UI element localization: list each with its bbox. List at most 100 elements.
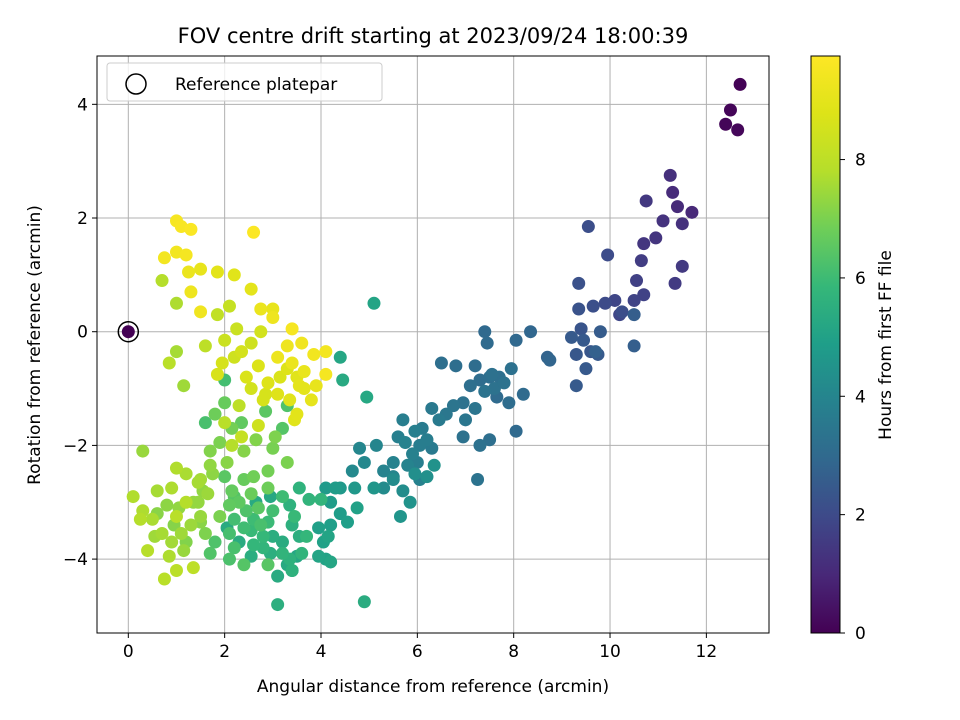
data-point	[666, 185, 680, 199]
data-point	[357, 455, 371, 469]
y-tick-label: −2	[63, 436, 88, 456]
legend-marker	[125, 73, 147, 95]
data-point	[319, 481, 333, 495]
data-point	[247, 225, 261, 239]
data-point	[357, 595, 371, 609]
data-point	[572, 302, 586, 316]
data-point	[169, 461, 183, 475]
reference-point	[121, 325, 135, 339]
colorbar-tick-label: 4	[855, 387, 866, 407]
data-point	[244, 336, 258, 350]
data-point	[273, 370, 287, 384]
data-point	[396, 413, 410, 427]
data-point	[463, 379, 477, 393]
data-point	[446, 399, 460, 413]
legend: Reference platepar	[106, 62, 383, 102]
data-point	[312, 549, 326, 563]
data-point	[524, 325, 538, 339]
y-tick-label: 0	[77, 323, 88, 343]
plot-frame	[96, 55, 770, 634]
data-point	[572, 276, 586, 290]
data-point	[251, 419, 265, 433]
data-point	[408, 424, 422, 438]
data-point	[141, 544, 155, 558]
data-point	[420, 470, 434, 484]
data-point	[194, 262, 208, 276]
data-point	[663, 168, 677, 182]
data-point	[459, 413, 473, 427]
x-tick-label: 6	[412, 642, 423, 662]
data-point	[136, 444, 150, 458]
data-point	[165, 535, 179, 549]
data-point	[155, 274, 169, 288]
data-point	[184, 222, 198, 236]
data-point	[210, 265, 224, 279]
data-point	[589, 345, 603, 359]
data-point	[670, 200, 684, 214]
data-points	[126, 77, 747, 612]
data-point	[222, 299, 236, 313]
data-point	[254, 518, 268, 532]
data-point	[261, 558, 275, 572]
data-point	[184, 285, 198, 299]
data-point	[543, 353, 557, 367]
data-point	[297, 382, 311, 396]
data-point	[227, 268, 241, 282]
data-point	[307, 347, 321, 361]
data-point	[155, 527, 169, 541]
data-point	[630, 274, 644, 288]
data-point	[271, 350, 285, 364]
data-point	[145, 512, 159, 526]
data-point	[360, 390, 374, 404]
data-point	[478, 384, 492, 398]
data-point	[198, 527, 212, 541]
data-point	[509, 424, 523, 438]
data-point	[615, 305, 629, 319]
data-point	[288, 509, 302, 523]
data-point	[314, 492, 328, 506]
data-point	[345, 464, 359, 478]
data-point	[627, 339, 641, 353]
data-point	[232, 399, 246, 413]
data-point	[369, 438, 383, 452]
data-point	[208, 407, 222, 421]
data-point	[577, 333, 591, 347]
data-point	[194, 305, 208, 319]
data-point	[215, 356, 229, 370]
data-point	[213, 436, 227, 450]
data-point	[468, 401, 482, 415]
data-point	[227, 512, 241, 526]
data-point	[254, 325, 268, 339]
data-point	[393, 509, 407, 523]
data-point	[285, 563, 299, 577]
data-point	[353, 441, 367, 455]
data-point	[579, 362, 593, 376]
data-point	[275, 535, 289, 549]
data-point	[237, 444, 251, 458]
data-point	[283, 393, 297, 407]
data-point	[162, 356, 176, 370]
data-point	[324, 518, 338, 532]
colorbar-tick-label: 0	[855, 624, 866, 644]
data-point	[295, 546, 309, 560]
x-axis-ticks: 0 2 4 6 8 10 12	[123, 633, 717, 662]
data-point	[244, 282, 258, 296]
colorbar-label: Hours from first FF file	[876, 250, 896, 440]
data-point	[340, 515, 354, 529]
data-point	[471, 473, 485, 487]
data-point	[194, 509, 208, 523]
data-point	[285, 356, 299, 370]
data-point	[203, 458, 217, 472]
data-point	[328, 481, 342, 495]
data-point	[177, 379, 191, 393]
data-point	[333, 350, 347, 364]
data-point	[235, 430, 249, 444]
data-point	[275, 546, 289, 560]
data-point	[300, 529, 314, 543]
data-point	[235, 345, 249, 359]
data-point	[731, 123, 745, 137]
data-point	[244, 487, 258, 501]
data-point	[420, 433, 434, 447]
data-point	[218, 416, 232, 430]
